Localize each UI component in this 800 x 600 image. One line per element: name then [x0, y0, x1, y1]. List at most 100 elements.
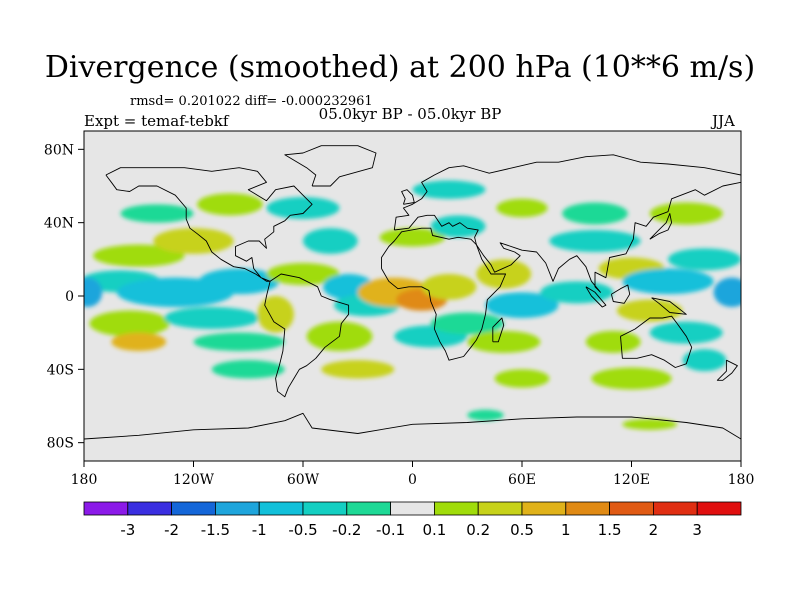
coastline-north-america: [105, 167, 313, 282]
field-blob-6: [111, 332, 167, 352]
lat-tick-label: 0: [65, 289, 74, 305]
coastline-borneo: [610, 284, 631, 304]
field-blob-28: [622, 268, 714, 295]
field-blob-35: [412, 180, 486, 199]
stats-line: rmsd= 0.201022 diff= -0.000232961: [130, 94, 373, 109]
field-blob-21: [430, 215, 486, 238]
field-blob-9: [266, 263, 340, 285]
colorbar-box: [390, 501, 435, 516]
coastlines: [84, 145, 741, 440]
colorbar-box: [346, 501, 391, 516]
field-blob-45: [682, 349, 727, 372]
field-blob-46: [257, 296, 294, 333]
colorbar-label: 0.1: [422, 521, 446, 539]
colorbar-label: 2: [649, 521, 659, 539]
field-blob-33: [591, 367, 672, 390]
coastline-greenland: [284, 145, 377, 187]
field-blob-17: [421, 274, 477, 300]
field-blob-42: [84, 277, 103, 307]
colorbar: -3 -2 -1.5 -1 -0.5 -0.2 -0.1 0.1 0.2 0.5 1 1.5 2 3: [83, 501, 742, 539]
colorbar-box: [477, 501, 523, 516]
field-blob-25: [540, 281, 614, 304]
coastline-africa: [381, 227, 507, 361]
field-blob-8: [193, 332, 285, 352]
colorbar-box: [609, 501, 654, 516]
coastline-eurasia: [393, 154, 741, 293]
lat-tick-label: 40S: [47, 362, 74, 378]
coastline-south-america: [264, 273, 350, 398]
field-blob-30: [616, 299, 683, 322]
field-blob-40: [266, 197, 340, 219]
field-blob-26: [549, 230, 641, 252]
colorbar-label: -1.5: [201, 521, 230, 539]
field-blob-29: [668, 248, 741, 271]
colorbar-label: 0.2: [466, 521, 490, 539]
colorbar-box: [214, 501, 260, 516]
colorbar-box: [433, 501, 479, 516]
colorbar-label: 3: [692, 521, 702, 539]
field-blob-36: [496, 198, 548, 218]
lon-tick-label: 120W: [173, 472, 215, 488]
colorbar-label: -3: [120, 521, 135, 539]
colorbar-label: -1: [252, 521, 267, 539]
lon-tick-label: 180: [728, 472, 755, 488]
field-blob-34: [562, 202, 628, 225]
lon-tick-label: 180: [71, 472, 98, 488]
coastline-australia: [620, 315, 693, 368]
colorbar-box: [302, 501, 348, 516]
field-blob-41: [713, 277, 741, 307]
field-blob-24: [467, 330, 541, 353]
colorbar-box: [696, 501, 742, 516]
lat-tick-label: 80S: [47, 436, 74, 452]
coastline-japan: [649, 213, 673, 240]
lat-tick-label: 80N: [44, 142, 74, 158]
colorbar-label: 1.5: [598, 521, 622, 539]
coastline-madagascar: [492, 317, 505, 343]
coastline-british-isles: [401, 189, 415, 205]
field-blob-48: [467, 409, 504, 421]
field-blob-38: [120, 204, 194, 223]
colorbar-label: -0.2: [332, 521, 361, 539]
coastline-new-guinea: [651, 297, 687, 315]
colorbar-label: -0.5: [288, 521, 317, 539]
field-blob-32: [585, 330, 641, 353]
season-label: JJA: [712, 112, 735, 130]
colorbar-box: [83, 501, 129, 516]
colorbar-box: [171, 501, 216, 516]
field-blob-14: [321, 360, 395, 379]
field-blob-10: [303, 228, 358, 254]
lon-tick-label: 60E: [508, 472, 536, 488]
field-blob-43: [211, 360, 285, 379]
colorbar-box: [521, 501, 567, 516]
field-blob-7: [164, 307, 260, 329]
field-blob-37: [649, 202, 723, 225]
lat-tick-label: 40N: [44, 216, 74, 232]
lon-tick-label: 0: [408, 472, 417, 488]
experiment-label: Expt = temaf-tebkf: [84, 112, 229, 130]
period-label: 05.0kyr BP - 05.0kyr BP: [318, 105, 502, 123]
coastline-new-zealand: [716, 359, 738, 381]
coastline-sumatra: [585, 286, 607, 308]
colorbar-box: [258, 501, 304, 516]
field-blob-23: [485, 292, 559, 318]
field-blob-4: [153, 228, 234, 254]
divergence-field: [84, 180, 741, 430]
colorbar-label: -2: [164, 521, 179, 539]
field-blob-5: [89, 310, 170, 337]
coastline-antarctica: [84, 412, 741, 440]
field-blob-39: [197, 193, 263, 216]
page-title: Divergence (smoothed) at 200 hPa (10**6 …: [44, 50, 756, 85]
field-blob-19: [430, 312, 504, 335]
field-blob-47: [622, 418, 678, 430]
field-blob-3: [93, 244, 185, 267]
field-blob-31: [649, 321, 723, 344]
colorbar-label: 0.5: [510, 521, 534, 539]
colorbar-label: 1: [561, 521, 571, 539]
axis-ticks: 80N 40N 0 40S 80S 180 120W 60W 0 60E 120E 180: [44, 142, 754, 488]
field-blob-44: [494, 369, 550, 388]
lon-tick-label: 120E: [613, 472, 650, 488]
colorbar-box: [565, 501, 610, 516]
colorbar-label: -0.1: [376, 521, 405, 539]
colorbar-box: [127, 501, 173, 516]
